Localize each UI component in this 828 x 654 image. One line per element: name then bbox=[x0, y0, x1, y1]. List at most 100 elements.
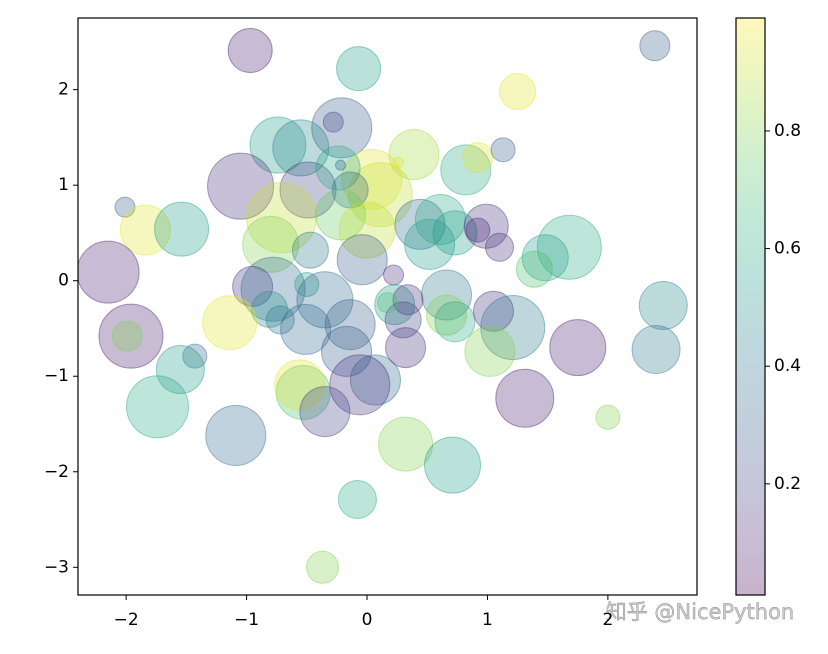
colorbar-tick-label: 0.8 bbox=[774, 121, 801, 141]
bubble bbox=[463, 203, 509, 249]
bubble bbox=[374, 284, 416, 326]
colorbar-tick-label: 0.4 bbox=[774, 356, 801, 376]
bubble bbox=[378, 416, 434, 472]
y-tick-label: −3 bbox=[44, 557, 69, 577]
bubble bbox=[125, 375, 189, 439]
bubble bbox=[296, 271, 354, 329]
bubble bbox=[549, 319, 607, 377]
bubble bbox=[246, 182, 318, 254]
bubble bbox=[384, 301, 422, 339]
bubble bbox=[349, 354, 401, 406]
colorbar-frame bbox=[735, 17, 766, 596]
x-tick-label: 0 bbox=[362, 610, 373, 630]
bubble bbox=[424, 436, 482, 494]
bubble bbox=[515, 250, 553, 288]
bubble bbox=[639, 30, 671, 62]
bubble bbox=[392, 156, 404, 168]
bubble bbox=[392, 284, 424, 316]
plot-frame bbox=[77, 17, 698, 596]
bubble bbox=[638, 281, 688, 331]
bubble bbox=[495, 368, 555, 428]
bubble bbox=[240, 256, 306, 322]
bubble bbox=[521, 234, 569, 282]
bubble bbox=[305, 550, 339, 584]
y-tick-label: 0 bbox=[58, 271, 69, 291]
watermark: 知乎 @NicePython bbox=[606, 600, 794, 624]
bubble bbox=[464, 325, 516, 377]
bubble bbox=[154, 201, 210, 257]
bubble bbox=[536, 214, 602, 280]
x-tick-label: −1 bbox=[234, 610, 259, 630]
bubble bbox=[484, 232, 514, 262]
bubble bbox=[111, 320, 143, 352]
bubble bbox=[499, 73, 537, 111]
bubble bbox=[432, 210, 478, 256]
bubble bbox=[337, 479, 377, 519]
bubble bbox=[155, 345, 205, 395]
bubble bbox=[394, 198, 446, 250]
bubble bbox=[250, 290, 288, 328]
bubble bbox=[315, 145, 361, 191]
bubble bbox=[341, 148, 403, 210]
bubble bbox=[249, 116, 307, 174]
x-tick-label: 2 bbox=[602, 610, 613, 630]
bubble bbox=[331, 171, 369, 209]
bubble bbox=[227, 27, 273, 73]
bubble bbox=[78, 240, 140, 304]
bubble bbox=[202, 295, 258, 351]
bubble bbox=[324, 299, 376, 351]
colorbar-tick-label: 0.6 bbox=[774, 239, 801, 259]
bubble bbox=[421, 269, 473, 321]
bubble bbox=[311, 97, 373, 159]
bubble bbox=[275, 364, 331, 420]
bubble bbox=[434, 301, 476, 343]
bubble bbox=[272, 119, 330, 177]
bubble bbox=[440, 144, 492, 196]
bubble bbox=[265, 305, 295, 335]
bubble bbox=[336, 234, 388, 286]
bubble bbox=[321, 325, 373, 377]
bubble bbox=[207, 152, 275, 220]
y-tick-label: 2 bbox=[58, 80, 69, 100]
bubble bbox=[595, 404, 621, 430]
bubble bbox=[232, 265, 274, 307]
bubble bbox=[182, 343, 208, 369]
bubble bbox=[329, 354, 391, 416]
bubble bbox=[490, 137, 516, 163]
y-tick-label: 1 bbox=[58, 175, 69, 195]
bubble bbox=[322, 111, 344, 133]
bubble bbox=[119, 204, 171, 256]
bubble bbox=[280, 303, 332, 355]
bubble bbox=[480, 295, 546, 361]
y-tick-label: −2 bbox=[44, 462, 69, 482]
points bbox=[78, 27, 688, 584]
bubble bbox=[385, 327, 427, 369]
x-tick-label: 1 bbox=[482, 610, 493, 630]
bubble bbox=[279, 161, 337, 219]
bubble bbox=[98, 303, 164, 369]
bubble bbox=[291, 231, 329, 269]
bubble bbox=[377, 292, 398, 314]
bubble bbox=[631, 324, 681, 374]
x-tick-label: −2 bbox=[114, 610, 139, 630]
y-tick-label: −1 bbox=[44, 366, 69, 386]
colorbar-tick-label: 0.2 bbox=[774, 474, 801, 494]
bubble bbox=[465, 217, 491, 243]
bubble bbox=[462, 141, 494, 173]
bubble bbox=[404, 218, 456, 270]
colorbar bbox=[736, 18, 765, 595]
bubble bbox=[274, 359, 326, 411]
bubble bbox=[338, 201, 396, 259]
bubble bbox=[242, 215, 300, 273]
bubble bbox=[294, 272, 320, 298]
bubble bbox=[388, 129, 440, 181]
bubble bbox=[347, 162, 413, 228]
bubble bbox=[426, 294, 468, 336]
bubble bbox=[335, 159, 347, 171]
bubble bbox=[472, 290, 514, 332]
bubble bbox=[414, 194, 466, 246]
bubble bbox=[114, 196, 136, 218]
bubble bbox=[383, 264, 405, 286]
bubble bbox=[299, 386, 351, 438]
